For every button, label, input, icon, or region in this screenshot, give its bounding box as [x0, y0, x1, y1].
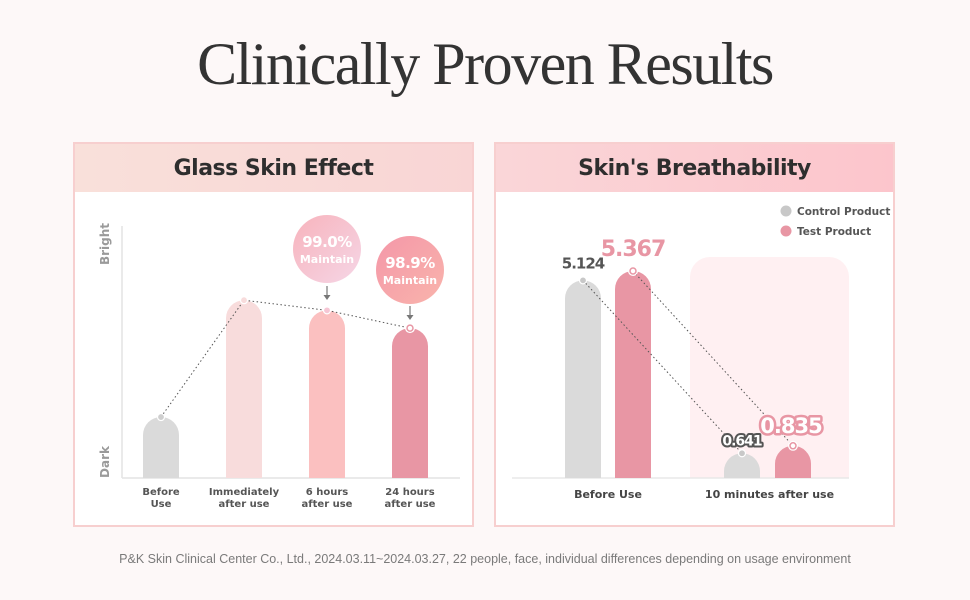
footnote: P&K Skin Clinical Center Co., Ltd., 2024… [119, 552, 851, 566]
breathability-title: Skin's Breathability [496, 144, 893, 192]
x-tick-label-glass: Immediately [209, 487, 280, 498]
x-tick-label-glass: after use [302, 499, 353, 510]
x-tick-label-glass: Before [142, 487, 180, 498]
page-title: Clinically Proven Results [197, 31, 774, 97]
point-marker-glass-0 [156, 412, 166, 422]
x-tick-label-breath: Before Use [574, 488, 642, 501]
x-tick-label-glass: after use [219, 499, 270, 510]
legend-swatch-control [780, 205, 792, 217]
maintain-value: 98.9% [385, 254, 435, 272]
trend-line-glass [160, 299, 411, 418]
x-tick-label-glass: Use [151, 499, 172, 510]
point-marker-control [737, 449, 747, 458]
value-label-control-after: 0.641 [722, 433, 762, 449]
arrow-down-icon [406, 315, 414, 320]
bar-glass-1 [226, 300, 262, 478]
maintain-bubble [376, 236, 444, 304]
bar-glass-0 [143, 417, 179, 478]
point-marker-control [578, 276, 588, 285]
x-tick-label-glass: 6 hours [306, 487, 348, 498]
point-marker-glass-1 [239, 296, 249, 305]
x-tick-label-glass: after use [385, 499, 436, 510]
maintain-bubble [293, 215, 361, 283]
trend-line-test [632, 270, 794, 447]
y-label-dark: Dark [98, 445, 112, 478]
x-tick-label-glass: 24 hours [385, 487, 434, 498]
point-marker-ring-glass-3 [406, 324, 414, 332]
maintain-label: Maintain [300, 253, 354, 266]
point-marker-ring-test [629, 267, 637, 275]
legend-label: Test Product [797, 226, 871, 238]
glass-skin-title: Glass Skin Effect [75, 144, 472, 192]
bar-test-0 [615, 271, 651, 478]
value-label-control-before: 5.124 [562, 254, 605, 272]
legend-label: Control Product [797, 206, 890, 218]
point-marker-glass-2 [322, 306, 332, 315]
value-label-test-before: 5.367 [601, 237, 666, 262]
legend-swatch-test [780, 225, 792, 237]
bar-glass-3 [392, 328, 428, 478]
highlight-box-10min [690, 257, 849, 478]
bar-glass-2 [309, 310, 345, 478]
bar-control-1 [724, 453, 760, 478]
x-tick-label-breath: 10 minutes after use [705, 488, 834, 501]
arrow-down-icon [323, 295, 331, 300]
maintain-value: 99.0% [302, 233, 352, 251]
bar-test-1 [775, 445, 811, 478]
value-label-test-after: 0.835 [760, 414, 822, 438]
trend-line-control [582, 280, 743, 454]
point-marker-ring-test [789, 442, 797, 450]
bar-control-0 [565, 280, 601, 478]
maintain-label: Maintain [383, 274, 437, 287]
y-label-bright: Bright [98, 223, 112, 265]
